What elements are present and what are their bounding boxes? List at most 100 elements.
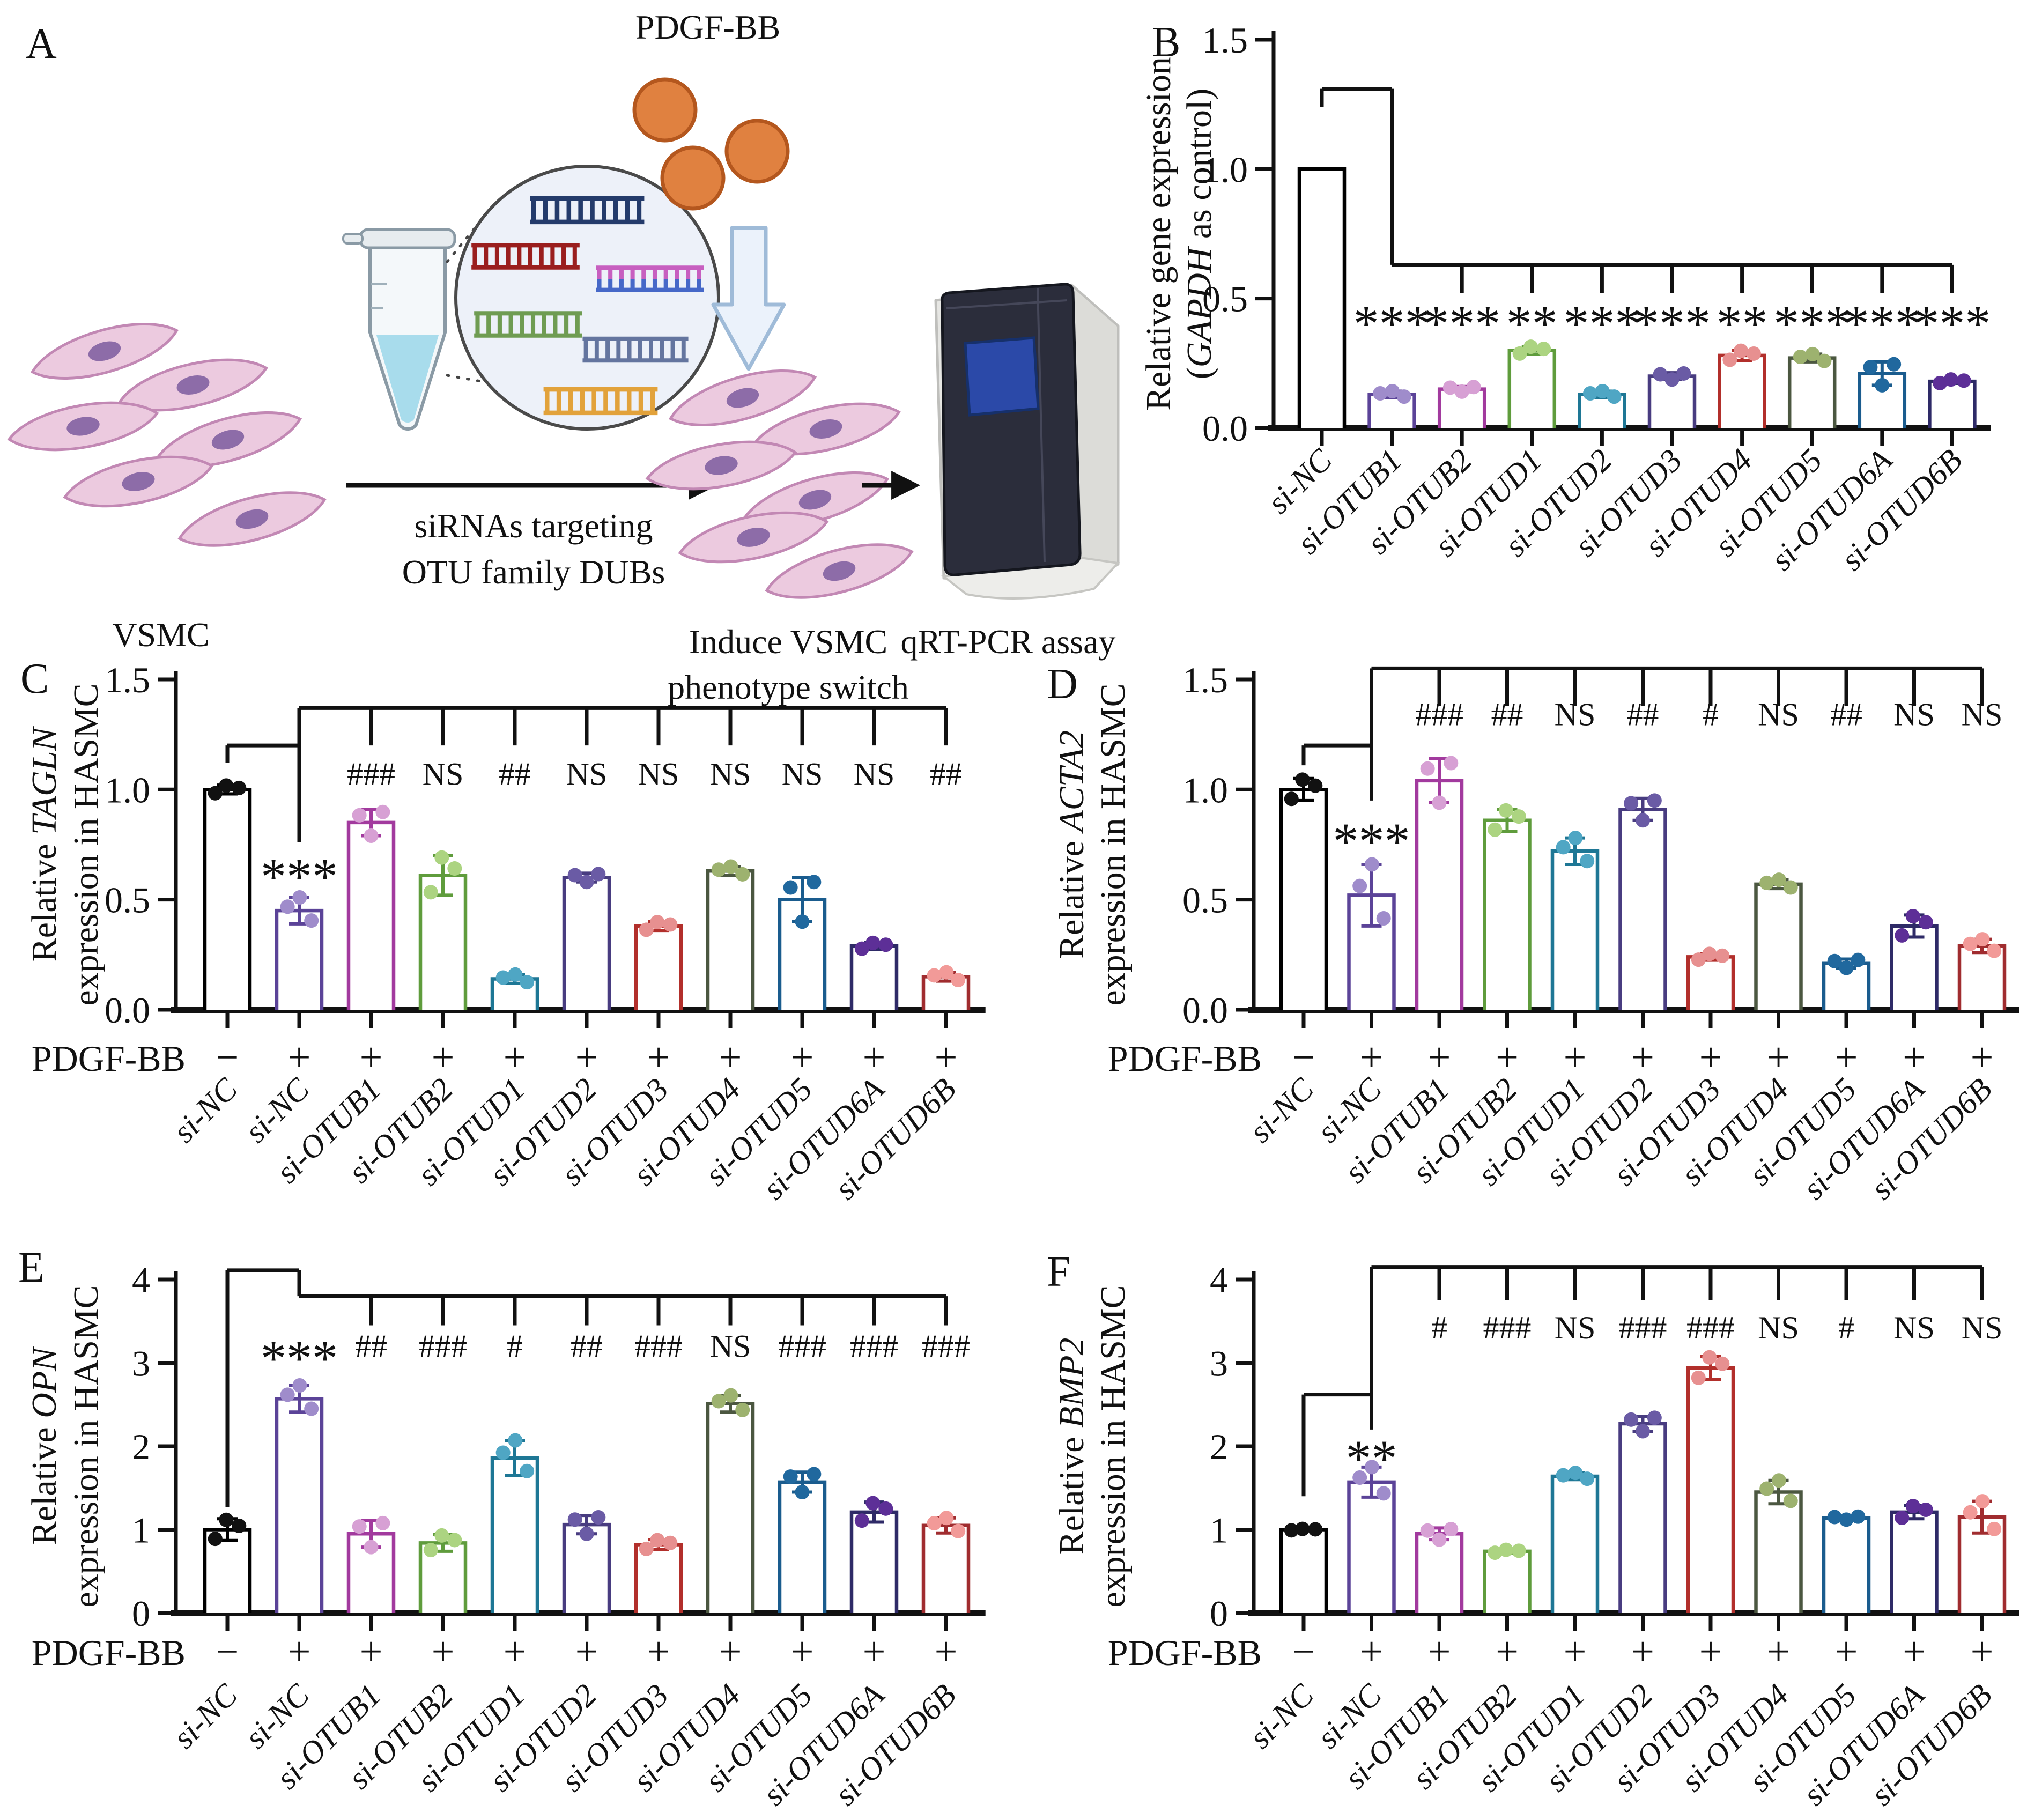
data-point bbox=[591, 1510, 606, 1525]
data-point bbox=[208, 1532, 223, 1547]
D-x-label-si-NC: si-NC bbox=[1242, 1071, 1320, 1149]
D-bar-1-si-NC bbox=[1347, 857, 1396, 1010]
data-point bbox=[1664, 372, 1680, 387]
D-pdgf-sign: + bbox=[1835, 1035, 1858, 1080]
B-bar-8-si-OTUD6A bbox=[1858, 357, 1907, 428]
C-bar-10-si-OTUD6B bbox=[921, 965, 971, 1010]
C-y-tick-label: 1.5 bbox=[105, 660, 150, 700]
data-point bbox=[375, 804, 390, 819]
data-point bbox=[1759, 1481, 1774, 1496]
C-pdgf-sign: + bbox=[288, 1035, 311, 1080]
D-pdgf-sign: + bbox=[1428, 1035, 1451, 1080]
data-point bbox=[495, 1445, 511, 1460]
E-sig-label-3: ### bbox=[419, 1328, 467, 1364]
data-point bbox=[1887, 357, 1902, 372]
data-point bbox=[1385, 383, 1400, 398]
data-point bbox=[508, 1433, 523, 1448]
vsmc-label: VSMC bbox=[112, 616, 209, 654]
B-y-tick-label: 0.0 bbox=[1202, 408, 1248, 449]
data-point bbox=[783, 880, 798, 895]
bar-outline bbox=[1754, 882, 1803, 1010]
C-sig-label-7: NS bbox=[710, 757, 751, 792]
data-point bbox=[1647, 1410, 1662, 1425]
data-point bbox=[1376, 911, 1391, 926]
B-sig-label-3: ** bbox=[1506, 295, 1558, 352]
E-sig-label-2: ## bbox=[355, 1328, 387, 1364]
F-pdgf-sign: + bbox=[1767, 1629, 1790, 1674]
C-bar-6-si-OTUD3 bbox=[634, 915, 683, 1010]
D-bar-5-si-OTUD2 bbox=[1618, 793, 1667, 1010]
data-point bbox=[280, 1387, 295, 1402]
panel-letter-e: E bbox=[18, 1244, 45, 1291]
E-sig-label-7: NS bbox=[710, 1328, 751, 1364]
C-y-tick-label: 0.5 bbox=[105, 880, 150, 921]
C-sig-label-3: NS bbox=[423, 757, 464, 792]
data-point bbox=[711, 862, 726, 877]
C-sig-label-2: ### bbox=[347, 757, 395, 792]
data-point bbox=[1933, 375, 1948, 390]
data-point bbox=[232, 780, 247, 795]
D-bar-6-si-OTUD3 bbox=[1686, 946, 1735, 1010]
bar-outline bbox=[1890, 1510, 1939, 1613]
B-bar-2-si-OTUB2 bbox=[1437, 380, 1486, 428]
E-bar-9-si-OTUD6A bbox=[849, 1496, 899, 1613]
B-bar-5-si-OTUD3 bbox=[1647, 366, 1697, 428]
C-y-axis-title-line1: Relative TAGLN bbox=[25, 726, 64, 962]
F-y-tick-label: 4 bbox=[1210, 1260, 1228, 1300]
bar-outline bbox=[562, 876, 611, 1010]
E-y-tick-label: 0 bbox=[132, 1593, 150, 1634]
C-pdgf-sign: + bbox=[360, 1035, 383, 1080]
pdgf-down-arrow-icon bbox=[711, 226, 786, 371]
C-pdgf-sign: + bbox=[647, 1035, 670, 1080]
data-point bbox=[927, 968, 942, 983]
F-bar-7-si-OTUD4 bbox=[1754, 1473, 1803, 1613]
B-y-tick-label: 1.5 bbox=[1202, 20, 1248, 61]
C-bar-2-si-OTUB1 bbox=[346, 804, 396, 1010]
E-sig-label-4: # bbox=[507, 1328, 523, 1364]
F-sig-label-9: NS bbox=[1893, 1310, 1935, 1345]
data-point bbox=[1295, 772, 1310, 787]
F-x-label-si-NC: si-NC bbox=[1242, 1677, 1320, 1755]
data-point bbox=[375, 1515, 390, 1530]
data-point bbox=[865, 1496, 881, 1511]
data-point bbox=[1454, 384, 1469, 399]
data-point bbox=[591, 867, 606, 882]
D-pdgf-sign: + bbox=[1360, 1035, 1383, 1080]
F-pdgf-sign: + bbox=[1631, 1629, 1654, 1674]
C-pdgf-sign: + bbox=[935, 1035, 958, 1080]
data-point bbox=[280, 899, 295, 914]
bar-outline bbox=[1550, 1474, 1600, 1613]
C-sig-label-6: NS bbox=[638, 757, 679, 792]
data-point bbox=[951, 1523, 966, 1538]
D-bar-2-si-OTUB1 bbox=[1415, 756, 1464, 1010]
data-point bbox=[1918, 1502, 1933, 1517]
F-bar-3-si-OTUB2 bbox=[1483, 1542, 1532, 1613]
panel-E-plot: E Relative OPN expression in HASMC 0 1 2 3 4 si-… bbox=[18, 1244, 986, 1812]
F-sig-label-2: # bbox=[1431, 1310, 1447, 1345]
F-bar-8-si-OTUD5 bbox=[1822, 1509, 1871, 1613]
E-bar-10-si-OTUD6B bbox=[921, 1511, 971, 1613]
data-point bbox=[1895, 928, 1910, 943]
C-x-label-si-NC: si-NC bbox=[166, 1071, 244, 1149]
bar-outline bbox=[1297, 167, 1347, 428]
F-pdgf-sign: + bbox=[1496, 1629, 1519, 1674]
data-point bbox=[520, 1463, 535, 1478]
C-bar-5-si-OTUD2 bbox=[562, 867, 611, 1010]
machine-caption: qRT-PCR assay bbox=[901, 623, 1116, 661]
data-point bbox=[795, 1485, 810, 1500]
data-point bbox=[807, 875, 822, 890]
data-point bbox=[1284, 791, 1299, 807]
data-point bbox=[423, 1543, 438, 1558]
data-point bbox=[854, 941, 869, 956]
E-bar-7-si-OTUD4 bbox=[706, 1388, 755, 1613]
data-point bbox=[1583, 386, 1598, 401]
F-pdgf-sign: + bbox=[1699, 1629, 1722, 1674]
bar-outline bbox=[1483, 818, 1532, 1010]
E-pdgf-sign: + bbox=[863, 1629, 886, 1674]
F-sig-label-8: # bbox=[1838, 1310, 1854, 1345]
D-bar-7-si-OTUD4 bbox=[1754, 872, 1803, 1010]
E-bar-6-si-OTUD3 bbox=[634, 1533, 683, 1613]
data-point bbox=[1376, 1486, 1391, 1501]
